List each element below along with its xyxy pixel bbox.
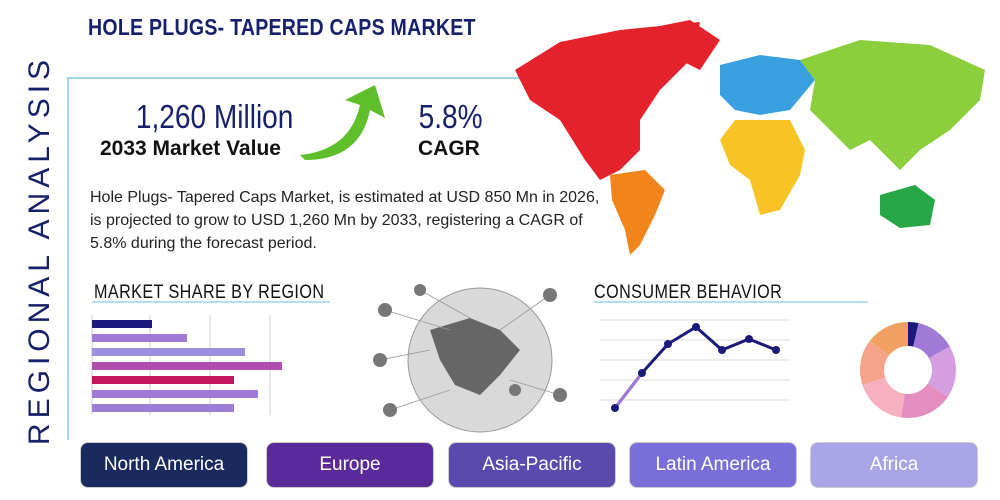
- stat-value: 1,260 Million: [135, 98, 294, 135]
- world-map: [515, 20, 985, 255]
- region-button[interactable]: Asia-Pacific: [448, 442, 616, 488]
- description: Hole Plugs- Tapered Caps Market, is esti…: [90, 189, 600, 252]
- illustrative-bars: [91, 315, 282, 415]
- title: HOLE PLUGS- TAPERED CAPS MARKET: [88, 14, 476, 40]
- network-globe: [373, 284, 567, 433]
- section-title: MARKET SHARE BY REGION: [94, 282, 325, 303]
- stat-label: 2033 Market Value: [100, 137, 281, 160]
- illustrative-line: [600, 319, 790, 412]
- side-label: REGIONAL ANALYSIS: [23, 54, 56, 446]
- stat-label: CAGR: [418, 137, 480, 160]
- region-button[interactable]: North America: [80, 442, 248, 488]
- frame: [67, 77, 520, 440]
- illustrative-donut: [860, 322, 956, 418]
- region-button[interactable]: Latin America: [629, 442, 797, 488]
- section-title: CONSUMER BEHAVIOR: [594, 282, 783, 303]
- stat-value: 5.8%: [418, 98, 483, 135]
- region-button[interactable]: Europe: [266, 442, 434, 488]
- growth-arrow: [300, 85, 385, 160]
- region-button[interactable]: Africa: [810, 442, 978, 488]
